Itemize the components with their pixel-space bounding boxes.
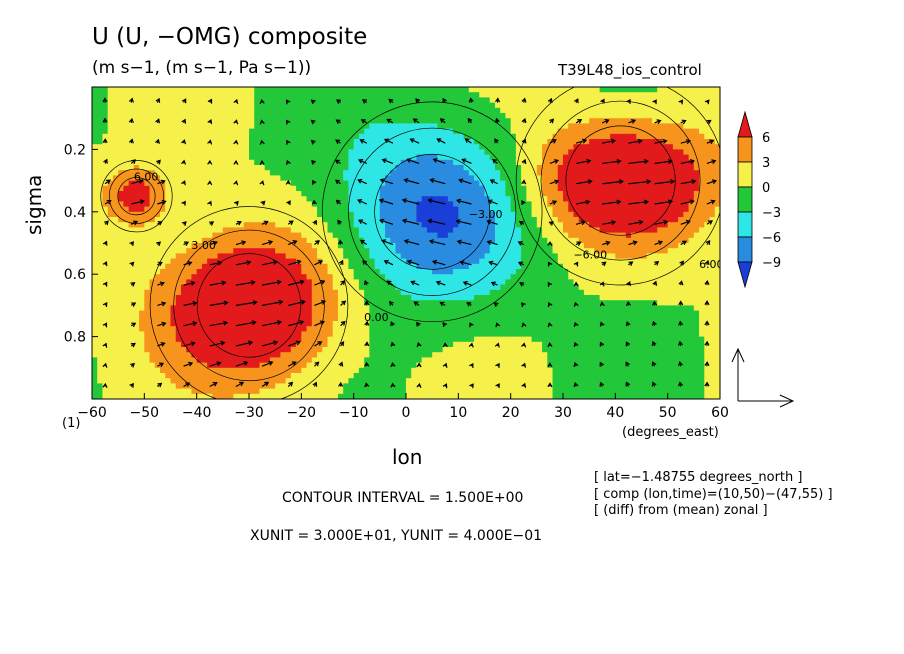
x-tick-label: 60 (711, 405, 729, 421)
y-axis: 0.2 0.4 0.6 0.8 (64, 142, 98, 346)
contour-interval: CONTOUR INTERVAL = 1.500E+00 (282, 490, 524, 506)
x-tick-label: −30 (234, 405, 264, 421)
x-axis-label: lon (392, 445, 423, 469)
info-line: [ (diff) from (mean) zonal ] (594, 503, 768, 518)
colorbar: 6 3 0 −3 −6 −9 (737, 110, 781, 289)
heatmap-field (92, 87, 720, 399)
x-tick-label: 20 (502, 405, 520, 421)
colorbar-label: −3 (762, 206, 781, 221)
colorbar-cap (737, 110, 753, 138)
contour-label: 0.00 (364, 311, 389, 324)
colorbar-segment (737, 211, 753, 238)
colorbar-label: −9 (762, 256, 781, 271)
colorbar-segment (737, 136, 753, 163)
chart-title: U (U, −OMG) composite (92, 24, 368, 50)
contour-label: −6.00 (573, 249, 607, 262)
reference-vector (731, 347, 795, 408)
colorbar-label: 0 (762, 181, 770, 196)
colorbar-segment (737, 236, 753, 263)
y-tick-label: 0.4 (64, 205, 86, 221)
colorbar-cap (737, 261, 753, 289)
vector-units: XUNIT = 3.000E+01, YUNIT = 4.000E−01 (250, 528, 543, 544)
vector-arrows (102, 97, 718, 389)
x-tick-label: −60 (77, 405, 107, 421)
x-tick-label: 0 (402, 405, 411, 421)
y-tick-label: 0.2 (64, 142, 86, 158)
chart-units: (m s−1, (m s−1, Pa s−1)) (92, 58, 312, 78)
x-tick-label: 40 (606, 405, 624, 421)
contour-label: 3.00 (191, 239, 216, 252)
x-tick-label: −10 (339, 405, 369, 421)
info-line: [ comp (lon,time)=(10,50)−(47,55) ] (594, 487, 833, 502)
colorbar-segment (737, 161, 753, 188)
y-tick-label: 0.6 (64, 267, 86, 283)
colorbar-label: 6 (762, 131, 770, 146)
axis-footnote: (1) (62, 416, 81, 431)
x-tick-label: 10 (449, 405, 467, 421)
x-tick-label: −20 (287, 405, 317, 421)
x-tick-label: −40 (182, 405, 212, 421)
x-tick-label: −50 (130, 405, 160, 421)
x-axis: −60 −50 −40 −30 −20 −10 0 10 20 30 40 50 60 (77, 393, 729, 421)
colorbar-label: −6 (762, 231, 781, 246)
y-axis-label: sigma (22, 174, 46, 235)
run-name: T39L48_ios_control (558, 61, 702, 79)
x-tick-label: 50 (659, 405, 677, 421)
colorbar-segment (737, 186, 753, 213)
colorbar-label: 3 (762, 156, 770, 171)
info-line: [ lat=−1.48755 degrees_north ] (594, 470, 803, 485)
y-tick-label: 0.8 (64, 330, 86, 346)
x-axis-units: (degrees_east) (622, 425, 719, 440)
contour-label: −3.00 (469, 208, 503, 221)
x-tick-label: 30 (554, 405, 572, 421)
